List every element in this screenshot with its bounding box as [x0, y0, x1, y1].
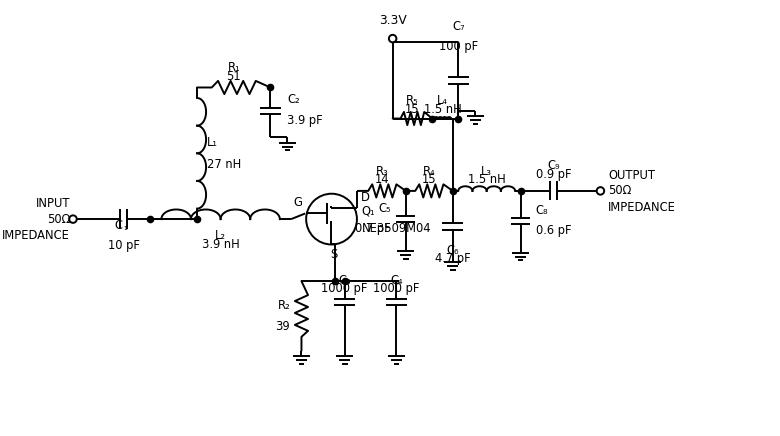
- Text: C₂: C₂: [287, 93, 300, 106]
- Text: 100 pF: 100 pF: [439, 41, 478, 54]
- Text: C₉: C₉: [547, 159, 560, 172]
- Text: 0.7 pF: 0.7 pF: [355, 222, 391, 235]
- Text: 27 nH: 27 nH: [207, 158, 241, 171]
- Text: 50Ω: 50Ω: [608, 184, 631, 198]
- Text: IMPEDANCE: IMPEDANCE: [608, 201, 675, 214]
- Text: ₁: ₁: [124, 223, 127, 232]
- Text: L₄: L₄: [437, 94, 448, 107]
- Text: 15: 15: [405, 103, 420, 116]
- Text: G: G: [293, 196, 303, 209]
- Text: C₃: C₃: [339, 274, 351, 287]
- Text: R₅: R₅: [406, 94, 419, 107]
- Text: R₄: R₄: [423, 165, 436, 178]
- Text: 1000 pF: 1000 pF: [321, 282, 368, 295]
- Text: Q₁: Q₁: [362, 204, 375, 217]
- Text: C₈: C₈: [536, 204, 548, 217]
- Text: C₄: C₄: [390, 274, 402, 287]
- Text: IMPEDANCE: IMPEDANCE: [2, 229, 70, 242]
- Text: OUTPUT: OUTPUT: [608, 168, 655, 181]
- Text: 10 pF: 10 pF: [108, 239, 140, 252]
- Text: C: C: [115, 219, 122, 232]
- Text: NE3509M04: NE3509M04: [362, 222, 431, 235]
- Text: L₁: L₁: [207, 136, 218, 149]
- Text: R₃: R₃: [376, 165, 388, 178]
- Text: S: S: [330, 248, 337, 261]
- Text: 51: 51: [226, 70, 241, 83]
- Text: L₃: L₃: [481, 165, 492, 178]
- Text: 1.5 nH: 1.5 nH: [424, 103, 461, 116]
- Text: R₁: R₁: [228, 61, 240, 74]
- Text: 0.6 pF: 0.6 pF: [536, 224, 571, 237]
- Text: 4.7 pF: 4.7 pF: [435, 252, 470, 265]
- Text: C₅: C₅: [378, 202, 391, 215]
- Text: C₆: C₆: [447, 244, 459, 256]
- Text: 3.9 nH: 3.9 nH: [202, 238, 239, 251]
- Text: R₂: R₂: [278, 299, 290, 312]
- Text: 15: 15: [422, 173, 437, 186]
- Text: 3.3V: 3.3V: [379, 14, 406, 27]
- Text: C₇: C₇: [452, 20, 465, 33]
- Text: L₂: L₂: [215, 228, 226, 242]
- Text: D: D: [360, 191, 370, 204]
- Text: 1.5 nH: 1.5 nH: [468, 173, 505, 186]
- Text: 39: 39: [275, 320, 290, 333]
- Text: 3.9 pF: 3.9 pF: [287, 114, 323, 127]
- Text: 0.9 pF: 0.9 pF: [536, 167, 571, 181]
- Text: 1000 pF: 1000 pF: [373, 282, 420, 295]
- Text: 14: 14: [375, 173, 389, 186]
- Text: 50Ω: 50Ω: [47, 213, 70, 225]
- Text: INPUT: INPUT: [36, 197, 70, 210]
